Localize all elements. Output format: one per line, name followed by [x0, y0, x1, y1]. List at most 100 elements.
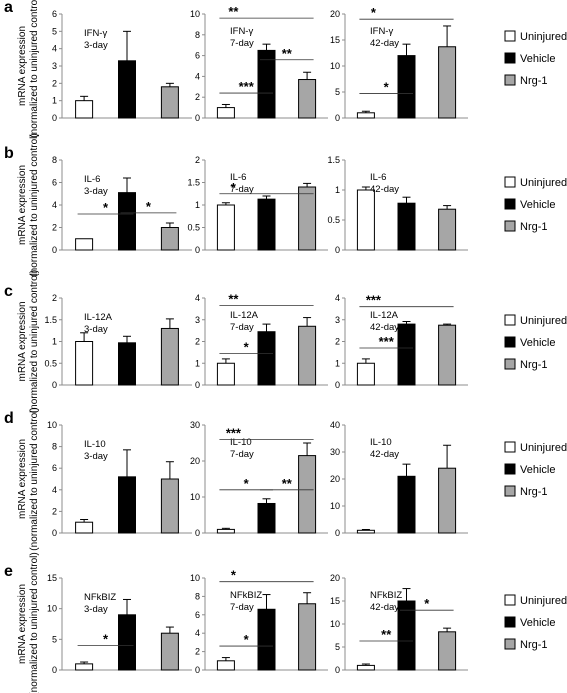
- bar-vehicle: [257, 331, 276, 386]
- y-tick-label: 10: [47, 420, 57, 430]
- y-axis-label: (normalized to uninjured control): [29, 133, 40, 276]
- y-tick-label: 2: [195, 155, 200, 165]
- y-tick-label: 2: [195, 92, 200, 102]
- significance-label: *: [384, 80, 390, 95]
- y-tick-label: 1: [52, 96, 57, 106]
- chart-panel-a-3: 0 5 10 15 20 IFN-γ42-day * * Uninjured Vehicle Nrg…: [330, 5, 567, 123]
- legend-swatch-vehicle: [504, 616, 516, 628]
- legend-label-nrg-1: Nrg-1: [520, 359, 548, 371]
- significance-label: **: [282, 46, 293, 61]
- y-tick-label: 1: [52, 337, 57, 347]
- gene-annotation: IL-6: [84, 174, 100, 185]
- y-tick-label: 4: [52, 200, 57, 210]
- y-tick-label: 10: [190, 573, 200, 583]
- significance-label: ***: [239, 79, 255, 94]
- y-tick-label: 1.5: [187, 178, 200, 188]
- y-tick-label: 6: [52, 9, 57, 19]
- y-tick-label: 4: [52, 44, 57, 54]
- y-tick-label: 0: [335, 380, 340, 390]
- bar-nrg-1: [298, 186, 317, 251]
- chart-panel-b-3: 0 0.5 1 1.5 IL-642-day Uninjured Vehicle Nrg-1: [327, 155, 567, 255]
- bar-uninjured: [356, 664, 375, 671]
- legend-swatch-nrg-1: [504, 638, 516, 650]
- gene-annotation: 7-day: [230, 449, 254, 460]
- y-tick-label: 0: [335, 528, 340, 538]
- bar-uninjured: [356, 189, 375, 251]
- y-axis-label: mRNA expression: [17, 439, 28, 519]
- bar-vehicle: [118, 192, 136, 251]
- gene-annotation: 3-day: [84, 324, 108, 335]
- significance-label: **: [228, 4, 239, 19]
- gene-annotation: 42-day: [370, 38, 399, 49]
- chart-panel-a-1: 0 1 2 3 4 5 6 IFN-γ3-day a mRNA expression (normal…: [4, 0, 192, 138]
- bar-uninjured: [356, 529, 375, 534]
- gene-annotation: 7-day: [230, 38, 254, 49]
- gene-annotation: IL-6: [230, 172, 246, 183]
- panel-label-e: e: [4, 563, 13, 580]
- legend-swatch-vehicle: [504, 463, 516, 475]
- gene-annotation: 42-day: [370, 602, 399, 613]
- y-tick-label: 4: [52, 485, 57, 495]
- legend-label-nrg-1: Nrg-1: [520, 221, 548, 233]
- gene-annotation: IL-12A: [230, 310, 259, 321]
- bar-nrg-1: [298, 455, 317, 534]
- gene-annotation: 42-day: [370, 322, 399, 333]
- gene-annotation: 42-day: [370, 184, 399, 195]
- legend-label-uninjured: Uninjured: [520, 177, 567, 189]
- y-tick-label: 20: [330, 9, 340, 19]
- chart-panel-b-2: 0 0.5 1 1.5 2 IL-67-day*: [187, 155, 328, 255]
- significance-label: *: [231, 568, 237, 583]
- bar-nrg-1: [160, 327, 179, 386]
- legend-swatch-uninjured: [504, 30, 516, 42]
- bar-uninjured: [75, 663, 94, 671]
- gene-annotation: 7-day: [230, 322, 254, 333]
- y-tick-label: 10: [190, 492, 200, 502]
- legend-swatch-nrg-1: [504, 74, 516, 86]
- legend-swatch-nrg-1: [504, 220, 516, 232]
- significance-label: **: [228, 292, 239, 307]
- y-tick-label: 10: [330, 619, 340, 629]
- significance-label: ***: [366, 293, 382, 308]
- panel-label-d: d: [4, 410, 14, 427]
- y-tick-label: 4: [335, 293, 340, 303]
- gene-annotation: IFN-γ: [370, 26, 393, 37]
- bar-uninjured: [216, 660, 235, 671]
- y-axis-label: mRNA expression: [17, 301, 28, 381]
- y-axis-label: mRNA expression: [17, 165, 28, 245]
- gene-annotation: 3-day: [84, 604, 108, 615]
- y-tick-label: 0: [52, 113, 57, 123]
- legend-swatch-uninjured: [504, 314, 516, 326]
- y-tick-label: 2: [335, 337, 340, 347]
- significance-label: ***: [379, 334, 395, 349]
- significance-label: *: [371, 5, 377, 20]
- y-tick-label: 0.5: [44, 358, 57, 368]
- gene-annotation: 3-day: [84, 40, 108, 51]
- legend-label-nrg-1: Nrg-1: [520, 75, 548, 87]
- y-tick-label: 8: [52, 155, 57, 165]
- gene-annotation: IL-12A: [84, 312, 113, 323]
- panel-label-a: a: [4, 0, 13, 16]
- chart-panel-d-1: 0 2 4 6 8 10 IL-103-day d mRNA expression (normal…: [4, 407, 192, 551]
- y-tick-label: 3: [335, 315, 340, 325]
- bar-vehicle: [118, 476, 136, 534]
- gene-annotation: IL-12A: [370, 310, 399, 321]
- legend-label-vehicle: Vehicle: [520, 617, 555, 629]
- panel-label-b: b: [4, 145, 14, 162]
- panel-label-c: c: [4, 283, 13, 300]
- y-axis-label: (normalized to uninjured control): [29, 407, 40, 550]
- bar-nrg-1: [438, 46, 457, 119]
- significance-label: **: [282, 476, 293, 491]
- y-tick-label: 0: [195, 113, 200, 123]
- y-tick-label: 15: [330, 35, 340, 45]
- gene-annotation: IL-10: [84, 439, 106, 450]
- legend-swatch-vehicle: [504, 198, 516, 210]
- y-tick-label: 0.5: [327, 215, 340, 225]
- legend-label-uninjured: Uninjured: [520, 315, 567, 327]
- y-tick-label: 20: [330, 474, 340, 484]
- bar-nrg-1: [298, 325, 317, 386]
- bar-uninjured: [216, 362, 235, 386]
